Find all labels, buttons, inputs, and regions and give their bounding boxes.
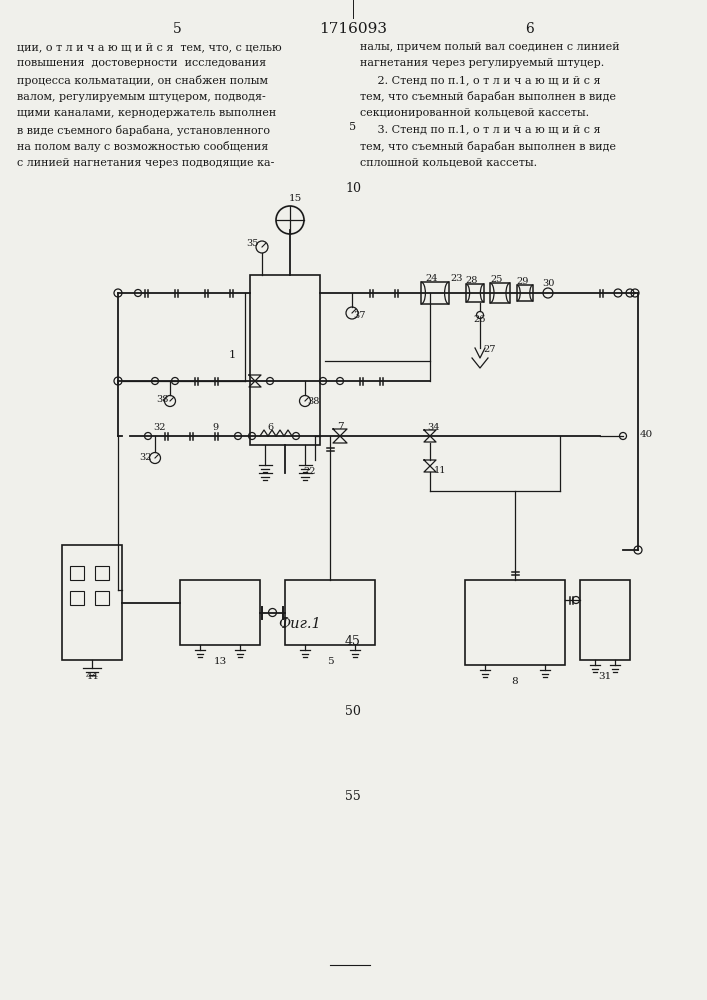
Bar (62, 545, 122, 660)
Text: с линией нагнетания через подводящие ка-: с линией нагнетания через подводящие ка- (17, 157, 274, 167)
Text: тем, что съемный барабан выполнен в виде: тем, что съемный барабан выполнен в виде (360, 92, 616, 103)
Text: 5: 5 (173, 22, 182, 36)
Text: 15: 15 (288, 194, 302, 203)
Text: 1: 1 (229, 350, 236, 360)
Text: 31: 31 (598, 672, 612, 681)
Text: нагнетания через регулируемый штуцер.: нагнетания через регулируемый штуцер. (360, 58, 604, 68)
Bar (465, 580, 565, 665)
Text: 37: 37 (354, 311, 366, 320)
Text: 22: 22 (304, 467, 316, 476)
Text: 38: 38 (156, 395, 168, 404)
Text: 25: 25 (491, 275, 503, 284)
Text: 23: 23 (451, 274, 463, 283)
Text: 7: 7 (337, 422, 344, 431)
Text: 44: 44 (86, 672, 98, 681)
Text: 50: 50 (345, 705, 361, 718)
Text: 6: 6 (267, 423, 273, 432)
Text: повышения  достоверности  исследования: повышения достоверности исследования (17, 58, 266, 68)
Text: 55: 55 (345, 790, 361, 803)
Text: 30: 30 (542, 279, 554, 288)
Bar (580, 580, 630, 660)
Text: тем, что съемный барабан выполнен в виде: тем, что съемный барабан выполнен в виде (360, 141, 616, 152)
Text: в виде съемного барабана, установленного: в виде съемного барабана, установленного (17, 124, 270, 135)
Bar (421, 282, 449, 304)
Text: 32: 32 (153, 423, 166, 432)
Text: валом, регулируемым штуцером, подводя-: валом, регулируемым штуцером, подводя- (17, 92, 266, 102)
Text: 27: 27 (484, 345, 496, 354)
Text: 8: 8 (512, 677, 518, 686)
Bar (70, 591, 84, 605)
Text: 29: 29 (517, 277, 529, 286)
Text: 13: 13 (214, 657, 227, 666)
Text: секционированной кольцевой кассеты.: секционированной кольцевой кассеты. (360, 108, 589, 118)
Text: 45: 45 (345, 635, 361, 648)
Text: 32: 32 (139, 453, 151, 462)
Bar (517, 285, 533, 301)
Text: 38: 38 (307, 397, 319, 406)
Bar (285, 580, 375, 645)
Text: 10: 10 (345, 182, 361, 195)
Bar (180, 580, 260, 645)
Bar (70, 566, 84, 580)
Text: 34: 34 (427, 423, 439, 432)
Text: 26: 26 (474, 315, 486, 324)
Text: ции, о т л и ч а ю щ и й с я  тем, что, с целью: ции, о т л и ч а ю щ и й с я тем, что, с… (17, 42, 281, 52)
Bar (250, 275, 320, 445)
Text: щими каналами, кернодержатель выполнен: щими каналами, кернодержатель выполнен (17, 108, 276, 118)
Text: 6: 6 (525, 22, 534, 36)
Bar (466, 284, 484, 302)
Text: налы, причем полый вал соединен с линией: налы, причем полый вал соединен с линией (360, 42, 619, 52)
Text: 2. Стенд по п.1, о т л и ч а ю щ и й с я: 2. Стенд по п.1, о т л и ч а ю щ и й с я (360, 75, 600, 85)
Text: 28: 28 (466, 276, 478, 285)
Text: 35: 35 (246, 239, 258, 248)
Text: 5: 5 (327, 657, 333, 666)
Text: на полом валу с возможностью сообщения: на полом валу с возможностью сообщения (17, 141, 268, 152)
Text: 11: 11 (434, 466, 446, 475)
Text: 1716093: 1716093 (319, 22, 387, 36)
Text: процесса кольматации, он снабжен полым: процесса кольматации, он снабжен полым (17, 75, 268, 86)
Text: 3. Стенд по п.1, о т л и ч а ю щ и й с я: 3. Стенд по п.1, о т л и ч а ю щ и й с я (360, 124, 600, 134)
Text: сплошной кольцевой кассеты.: сплошной кольцевой кассеты. (360, 157, 537, 167)
Text: 9: 9 (212, 423, 218, 432)
Text: 5: 5 (349, 121, 356, 131)
Bar (95, 566, 109, 580)
Text: 40: 40 (639, 430, 653, 439)
Text: Фиг.1: Фиг.1 (279, 617, 322, 631)
Text: 24: 24 (426, 274, 438, 283)
Bar (95, 591, 109, 605)
Bar (490, 283, 510, 303)
